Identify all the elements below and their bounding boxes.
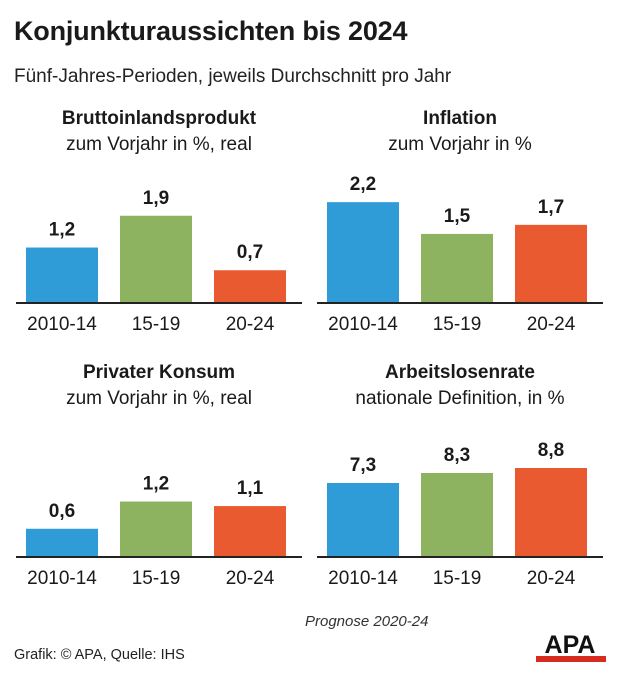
chart-panel-unemployment: Arbeitslosenrate nationale Definition, i… [315,362,605,602]
value-label: 0,6 [49,501,75,522]
category-tick-label: 15-19 [132,314,181,335]
chart-ylabel: zum Vorjahr in %, real [66,134,252,155]
bar-15-19 [120,501,192,556]
category-tick-label: 20-24 [226,568,275,589]
page-title: Konjunkturaussichten bis 2024 [14,16,408,46]
chart-inflation: 2,2 2010-14 1,5 15-19 1,7 20-24 [317,174,603,335]
value-label: 2,2 [350,174,376,195]
value-label: 1,2 [49,220,75,241]
chart-panel-inflation: Inflation zum Vorjahr in % 2,2 2010-14 1,5… [315,108,605,348]
chart-title: Privater Konsum [82,362,236,383]
chart-title: Arbeitslosenrate [385,362,535,383]
value-label: 1,5 [444,206,471,227]
category-tick-label: 2010-14 [328,314,398,335]
category-tick-label: 2010-14 [328,568,398,589]
chart-ylabel: nationale Definition, in % [355,388,565,409]
forecast-note: Prognose 2020-24 [305,613,429,630]
value-label: 1,7 [538,197,564,218]
value-label: 8,3 [444,445,470,466]
category-tick-label: 20-24 [226,314,275,335]
category-tick-label: 15-19 [433,314,482,335]
chart-title: Bruttoinlandsprodukt [61,108,257,129]
value-label: 0,7 [237,242,263,263]
value-label: 7,3 [350,455,376,476]
bar-20-24 [515,468,587,556]
apa-logo-bar [536,656,606,662]
category-tick-label: 2010-14 [27,314,97,335]
bar-15-19 [421,473,493,556]
chart-unemployment: 7,3 2010-14 8,3 15-19 8,8 20-24 [317,440,603,589]
chart-consumption: 0,6 2010-14 1,2 15-19 1,1 20-24 [16,474,302,589]
value-label: 1,1 [237,478,264,499]
bar-20-24 [214,506,286,556]
bar-20-24 [515,224,587,302]
chart-gdp: 1,2 2010-14 1,9 15-19 0,7 20-24 [16,188,302,335]
bar-20-24 [214,270,286,302]
bar-2010-14 [327,202,399,302]
category-tick-label: 15-19 [132,568,181,589]
chart-ylabel: zum Vorjahr in % [388,134,532,155]
value-label: 8,8 [538,440,564,461]
category-tick-label: 20-24 [527,314,576,335]
bar-2010-14 [26,247,98,302]
category-tick-label: 15-19 [433,568,482,589]
chart-panel-gdp: Bruttoinlandsprodukt zum Vorjahr in %, r… [14,108,304,348]
bar-2010-14 [327,483,399,556]
chart-panel-consumption: Privater Konsum zum Vorjahr in %, real 0… [14,362,304,602]
source-credit: Grafik: © APA, Quelle: IHS [14,647,185,663]
apa-logo-text: APA [545,631,596,659]
value-label: 1,9 [143,188,169,209]
bar-15-19 [120,215,192,302]
apa-logo: APA [536,631,606,662]
bar-15-19 [421,233,493,302]
value-label: 1,2 [143,474,169,495]
chart-ylabel: zum Vorjahr in %, real [66,388,252,409]
category-tick-label: 2010-14 [27,568,97,589]
chart-title: Inflation [423,108,497,129]
category-tick-label: 20-24 [527,568,576,589]
page-subtitle: Fünf-Jahres-Perioden, jeweils Durchschni… [14,66,452,87]
bar-2010-14 [26,528,98,556]
